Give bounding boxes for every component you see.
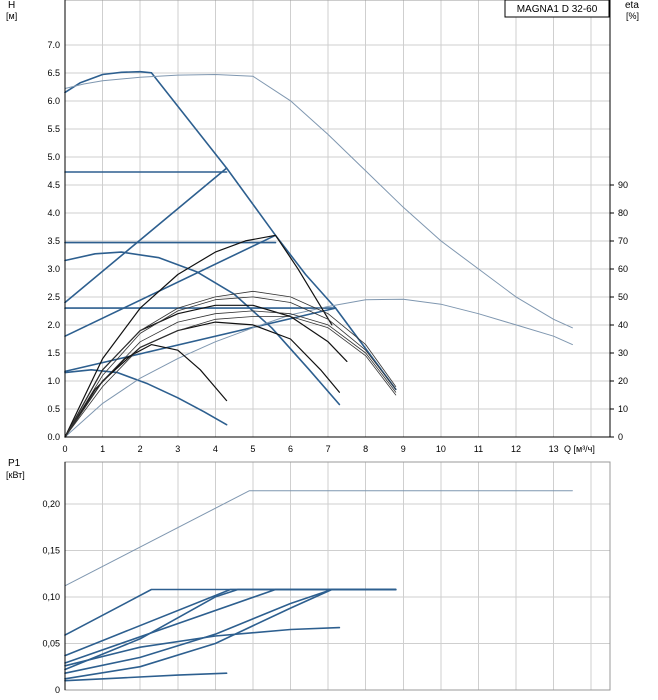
qh-y2-tick-label: 80 <box>618 208 628 218</box>
qh-chart-panel: 0.0 0.5 1.0 1.5 2.0 2.5 3.0 3.5 4.0 4.5 5.0 5.5 6.0 6… <box>6 0 639 454</box>
qh-plot-frame <box>64 0 611 438</box>
qh-series-pp-high <box>64 167 228 304</box>
qp-y-tick-label: 0 <box>55 685 60 695</box>
qh-x-tick-label: 2 <box>138 444 143 454</box>
qp-curves <box>64 490 573 682</box>
x-axis-label-q: Q [м³/ч] <box>564 444 595 454</box>
qh-eta-series-eta-1 <box>64 344 228 438</box>
qh-curves <box>64 70 573 438</box>
qh-x-tick-label: 13 <box>549 444 559 454</box>
qh-x-tick-label: 9 <box>401 444 406 454</box>
y-axis-unit-h: [м] <box>6 11 17 21</box>
qh-x-tick-label: 5 <box>250 444 255 454</box>
chart-title: MAGNA1 D 32-60 <box>517 4 598 15</box>
qp-series-p-c <box>64 588 397 671</box>
qh-y2-tick-label: 50 <box>618 292 628 302</box>
qh-y-tick-label: 1.0 <box>47 376 60 386</box>
qh-y-tick-label: 0.5 <box>47 404 60 414</box>
qh-y-tick-label: 6.5 <box>47 68 60 78</box>
qh-axes: 0.0 0.5 1.0 1.5 2.0 2.5 3.0 3.5 4.0 4.5 5.0 5.5 6.0 6… <box>47 0 628 454</box>
qp-series-p-f <box>64 626 341 667</box>
qh-series-efficiency-low <box>64 298 573 438</box>
qh-y-tick-label: 2.0 <box>47 320 60 330</box>
y2-axis-unit-eta: [%] <box>626 11 639 21</box>
qh-x-tick-label: 6 <box>288 444 293 454</box>
qp-series-p-g <box>64 672 228 682</box>
qh-y2-tick-label: 0 <box>618 432 623 442</box>
qp-y-tick-label: 0,15 <box>42 545 60 555</box>
qh-y2-tick-label: 20 <box>618 376 628 386</box>
y2-axis-label-eta: eta <box>625 0 639 11</box>
qh-y2-tick-label: 90 <box>618 180 628 190</box>
qp-series-p-max <box>64 490 573 587</box>
qh-series-max-steep <box>150 72 397 391</box>
qh-eta-series-eta-7 <box>64 310 397 438</box>
y-axis-label-p1: P1 <box>8 458 21 469</box>
qh-eta-series-eta-2 <box>64 321 340 438</box>
qh-y-tick-label: 7.0 <box>47 40 60 50</box>
qh-x-tick-label: 7 <box>326 444 331 454</box>
qh-y-tick-label: 5.5 <box>47 124 60 134</box>
qp-y-tick-label: 0,20 <box>42 499 60 509</box>
qh-series-pp-mid <box>64 234 277 338</box>
qh-series-fixed-speed-2 <box>64 251 341 406</box>
qh-eta-series-eta-6 <box>64 296 397 438</box>
qh-x-tick-label: 0 <box>62 444 67 454</box>
qp-y-tick-label: 0,05 <box>42 638 60 648</box>
qp-series-p-d <box>64 588 397 675</box>
qp-chart-panel: 0 0,05 0,10 0,15 0,20 P1 [кВт] <box>6 458 611 695</box>
qh-x-tick-label: 8 <box>363 444 368 454</box>
qh-y-tick-label: 2.5 <box>47 292 60 302</box>
qh-series-efficiency-max <box>64 74 573 329</box>
qh-y2-tick-label: 40 <box>618 320 628 330</box>
qh-y-tick-label: 3.5 <box>47 236 60 246</box>
qh-y2-tick-label: 60 <box>618 264 628 274</box>
y-axis-label-h: H <box>8 0 15 11</box>
qh-x-tick-label: 4 <box>213 444 218 454</box>
qh-x-tick-label: 11 <box>474 444 483 454</box>
qh-y-tick-label: 6.0 <box>47 96 60 106</box>
qh-y-tick-label: 4.5 <box>47 180 60 190</box>
qh-x-tick-label: 10 <box>436 444 446 454</box>
qh-series-pp-low <box>64 307 337 373</box>
qh-y-tick-label: 4.0 <box>47 208 60 218</box>
qh-y-tick-label: 5.0 <box>47 152 60 162</box>
qh-eta-series-eta-8 <box>64 316 397 438</box>
qh-eta-series-eta-4 <box>64 234 333 438</box>
qh-y-tick-label: 1.5 <box>47 348 60 358</box>
qh-grid <box>64 0 611 438</box>
qh-x-tick-label: 3 <box>175 444 180 454</box>
qh-eta-series-eta-5 <box>64 290 397 438</box>
qh-y-tick-label: 3.0 <box>47 264 60 274</box>
qh-series-fixed-speed-1 <box>64 368 228 426</box>
qh-y2-tick-label: 10 <box>618 404 628 414</box>
qh-y-tick-label: 0.0 <box>47 432 60 442</box>
qh-x-tick-label: 12 <box>511 444 521 454</box>
y-axis-unit-p1: [кВт] <box>6 470 25 480</box>
qp-series-p-b <box>64 588 397 664</box>
qh-series-max-curve <box>64 70 153 94</box>
qp-y-tick-label: 0,10 <box>42 592 60 602</box>
qh-y2-tick-label: 70 <box>618 236 628 246</box>
qp-axes: 0 0,05 0,10 0,15 0,20 <box>42 462 66 695</box>
qh-y2-tick-label: 30 <box>618 348 628 358</box>
chart-title-box <box>504 0 610 18</box>
qp-series-p-e <box>64 588 397 680</box>
qh-x-tick-label: 1 <box>100 444 105 454</box>
